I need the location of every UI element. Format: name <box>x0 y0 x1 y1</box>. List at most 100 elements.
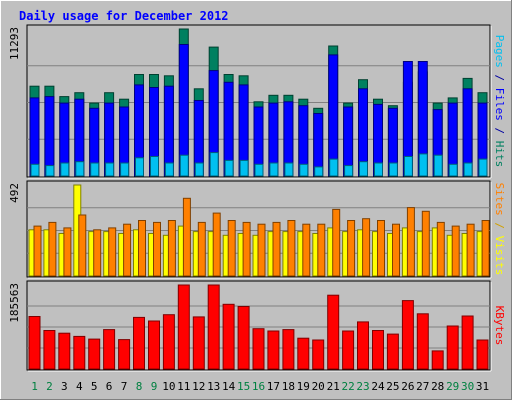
bar-pages-day-22 <box>344 165 354 177</box>
bar-pages-day-29 <box>448 163 458 177</box>
bar-sites-day-2 <box>48 221 57 277</box>
bar-pages-day-27 <box>418 153 428 177</box>
x-tick-label: 14 <box>222 380 236 393</box>
bar-sites-day-12 <box>197 221 206 277</box>
panel-middle-legend-item-1: / <box>493 216 506 236</box>
series-visits <box>28 184 485 277</box>
bar-sites-day-19 <box>302 223 311 277</box>
x-tick-label: 21 <box>327 380 340 393</box>
x-tick-label: 26 <box>401 380 414 393</box>
bar-sites-day-4 <box>78 214 87 277</box>
panel-top-legend-item-4: Hits <box>493 141 506 168</box>
panel-bottom-legend: KBytes <box>493 306 506 346</box>
bar-pages-day-11 <box>179 154 189 177</box>
bar-sites-day-1 <box>33 225 42 277</box>
panel-middle-legend: Sites / Visits <box>493 183 506 276</box>
panel-top-legend-item-0: Pages <box>493 35 506 68</box>
x-tick-label: 3 <box>61 380 68 393</box>
bar-pages-day-6 <box>105 162 115 177</box>
x-tick-label: 1 <box>31 380 38 393</box>
bar-pages-day-23 <box>359 161 368 177</box>
bar-sites-day-26 <box>406 207 415 277</box>
x-tick-label: 30 <box>461 380 474 393</box>
bar-pages-day-28 <box>433 154 443 177</box>
x-tick-label: 19 <box>297 380 310 393</box>
bar-kbytes-day-22 <box>342 330 355 370</box>
x-tick-label: 15 <box>237 380 250 393</box>
bar-sites-day-10 <box>167 220 176 277</box>
panel-middle-legend-item-0: Sites <box>493 183 506 216</box>
x-tick-label: 18 <box>282 380 295 393</box>
bar-kbytes-day-19 <box>297 337 310 370</box>
bar-kbytes-day-17 <box>267 330 280 370</box>
x-tick-label: 7 <box>121 380 128 393</box>
bar-pages-day-26 <box>403 156 413 177</box>
panel-top-legend-item-3: / <box>493 121 506 141</box>
x-tick-label: 5 <box>91 380 98 393</box>
bar-pages-day-14 <box>224 159 234 177</box>
bar-pages-day-9 <box>150 156 159 177</box>
panel-middle: 492 Sites / Visits <box>8 180 506 279</box>
bar-sites-day-16 <box>257 223 266 277</box>
bar-kbytes-day-3 <box>58 332 71 370</box>
bar-sites-day-23 <box>362 218 371 277</box>
bar-kbytes-day-1 <box>28 316 41 370</box>
bar-sites-day-27 <box>421 210 430 277</box>
bar-pages-day-5 <box>90 162 100 177</box>
bar-kbytes-day-9 <box>148 320 160 370</box>
bar-sites-day-14 <box>227 220 236 277</box>
bar-kbytes-day-31 <box>476 339 489 370</box>
bar-pages-day-20 <box>314 166 324 177</box>
bar-kbytes-day-5 <box>88 338 101 370</box>
bar-kbytes-day-8 <box>133 316 145 370</box>
panel-bottom-ymax-label: 185563 <box>8 283 21 323</box>
bar-kbytes-day-25 <box>386 333 399 370</box>
bar-kbytes-day-23 <box>357 321 369 370</box>
x-tick-label: 2 <box>46 380 53 393</box>
bar-kbytes-day-30 <box>461 315 474 370</box>
x-tick-label: 24 <box>371 380 385 393</box>
x-tick-label: 20 <box>312 380 325 393</box>
bar-sites-day-22 <box>347 220 356 277</box>
panel-bottom: 185563 KBytes <box>8 280 506 372</box>
bar-sites-day-13 <box>212 212 221 277</box>
series-sites <box>33 197 490 277</box>
panel-middle-ymax-label: 492 <box>8 183 21 203</box>
bar-sites-day-25 <box>392 223 400 277</box>
bar-kbytes-day-12 <box>192 316 205 370</box>
x-tick-label: 29 <box>446 380 459 393</box>
bar-kbytes-day-7 <box>118 339 131 370</box>
bar-pages-day-4 <box>75 161 85 177</box>
bar-kbytes-day-13 <box>207 284 220 370</box>
bar-pages-day-25 <box>388 162 398 177</box>
bar-pages-day-15 <box>239 159 249 177</box>
bar-sites-day-11 <box>182 197 191 277</box>
bar-pages-day-7 <box>120 162 130 177</box>
bar-pages-day-30 <box>463 162 473 177</box>
bar-sites-day-28 <box>436 221 445 277</box>
bar-pages-day-19 <box>299 163 309 177</box>
bar-pages-day-3 <box>60 162 70 177</box>
bar-sites-day-5 <box>93 229 102 277</box>
bar-pages-day-10 <box>164 162 174 177</box>
bar-kbytes-day-18 <box>282 329 295 370</box>
bar-pages-day-31 <box>478 158 488 177</box>
bar-pages-day-12 <box>194 162 204 177</box>
x-tick-label: 10 <box>162 380 175 393</box>
x-tick-label: 13 <box>207 380 220 393</box>
panel-top: 11293 Pages / Files / Hits <box>8 24 506 179</box>
bar-sites-day-9 <box>153 221 161 277</box>
bar-sites-day-3 <box>63 227 72 277</box>
bar-files-day-2 <box>44 96 55 177</box>
x-tick-label: 28 <box>431 380 444 393</box>
x-tick-label: 31 <box>476 380 489 393</box>
bar-kbytes-day-20 <box>312 339 325 370</box>
bar-pages-day-17 <box>269 162 279 177</box>
bar-pages-day-18 <box>284 162 294 177</box>
bar-sites-day-17 <box>272 221 281 277</box>
bar-kbytes-day-28 <box>431 350 444 370</box>
panel-middle-legend-item-2: Visits <box>493 236 506 276</box>
bar-kbytes-day-10 <box>162 314 175 370</box>
